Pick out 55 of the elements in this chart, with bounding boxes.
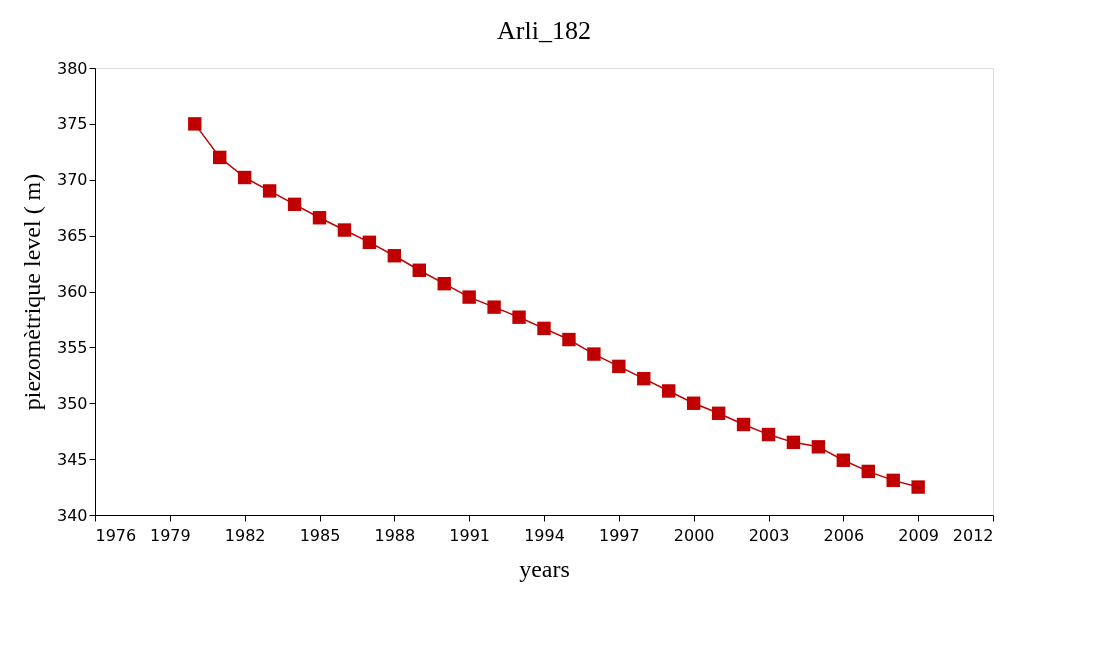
point bbox=[637, 371, 651, 386]
x-tick-label: 1976 bbox=[95, 525, 137, 545]
y-tick-label: 380 bbox=[56, 58, 88, 78]
point bbox=[188, 117, 202, 131]
y-tick-label: 375 bbox=[56, 114, 88, 134]
y-tick-label: 345 bbox=[56, 449, 88, 469]
point bbox=[836, 453, 851, 467]
point bbox=[437, 276, 451, 291]
y-tick-label: 365 bbox=[56, 226, 88, 246]
x-tick-label: 2012 bbox=[952, 525, 994, 545]
point bbox=[562, 332, 576, 347]
point bbox=[362, 235, 377, 250]
y-tick-label: 355 bbox=[56, 337, 88, 357]
x-tick-label: 1988 bbox=[374, 525, 416, 545]
y-tick-label: 340 bbox=[56, 505, 88, 525]
x-tick-label: 1997 bbox=[598, 525, 640, 545]
point bbox=[587, 347, 601, 361]
x-tick-label: 1985 bbox=[299, 525, 341, 545]
point bbox=[736, 417, 751, 432]
point bbox=[911, 480, 925, 494]
point bbox=[287, 197, 302, 212]
x-tick-label: 1994 bbox=[524, 525, 565, 545]
x-tick-label: 1979 bbox=[149, 525, 191, 545]
y-tick-label: 370 bbox=[56, 170, 88, 190]
x-tick-label: 2006 bbox=[823, 525, 865, 545]
point bbox=[686, 396, 701, 410]
x-tick-label: 2000 bbox=[673, 525, 715, 545]
point bbox=[262, 184, 277, 198]
x-axis-title: years bbox=[519, 555, 570, 582]
point bbox=[462, 290, 476, 304]
y-axis-title: piezomètrique level ( m) bbox=[18, 173, 45, 411]
point bbox=[612, 359, 626, 374]
x-tick-label: 1982 bbox=[224, 525, 266, 545]
y-tick-label: 360 bbox=[56, 282, 88, 301]
point bbox=[662, 384, 676, 398]
chart-title: Arli_182 bbox=[497, 16, 591, 45]
point bbox=[512, 310, 526, 324]
point bbox=[337, 223, 352, 237]
point bbox=[711, 406, 726, 421]
point bbox=[312, 211, 327, 225]
point bbox=[387, 249, 402, 263]
x-tick-label: 2009 bbox=[898, 525, 940, 545]
point bbox=[412, 263, 426, 277]
x-tick-label: 1991 bbox=[449, 525, 491, 545]
point bbox=[761, 427, 776, 442]
x-tick-label: 2003 bbox=[748, 525, 790, 545]
point bbox=[537, 321, 551, 336]
point bbox=[487, 300, 501, 314]
point bbox=[237, 170, 252, 185]
y-tick-label: 350 bbox=[56, 393, 88, 413]
point bbox=[213, 150, 227, 165]
point bbox=[861, 464, 875, 479]
point bbox=[811, 440, 826, 454]
point bbox=[886, 473, 900, 488]
point bbox=[786, 435, 801, 450]
